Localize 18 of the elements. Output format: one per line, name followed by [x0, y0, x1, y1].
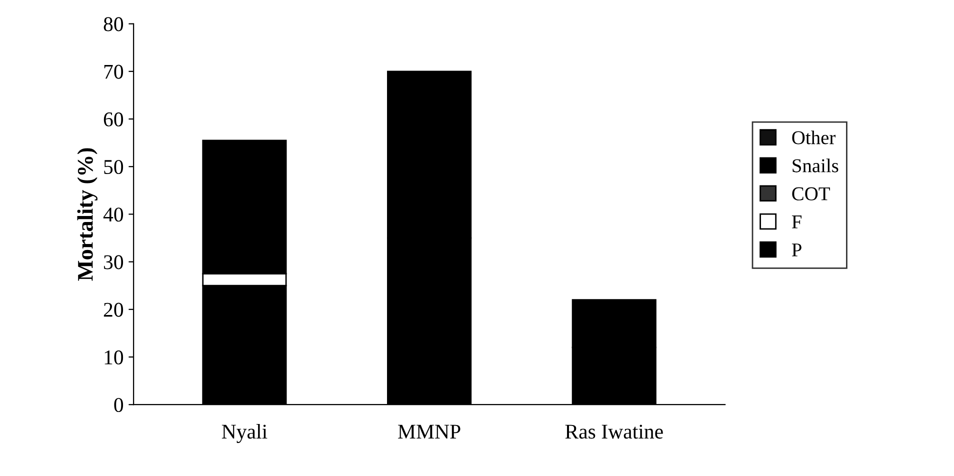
x-tick-label: MMNP	[398, 424, 460, 438]
y-tick-label: 30	[104, 255, 124, 270]
y-tick-label: 60	[104, 112, 124, 126]
y-tick-label: 80	[104, 17, 124, 32]
y-tick-label: 50	[104, 160, 124, 174]
y-tick-label: 40	[103, 208, 124, 222]
y-tick-label: 0	[114, 398, 124, 412]
legend-label: P	[792, 244, 802, 256]
legend-label: Other	[792, 130, 836, 144]
y-tick-label: 70	[104, 64, 124, 79]
y-tick-label: 20	[104, 302, 124, 317]
x-tick-label: Nyali	[222, 424, 268, 443]
legend-label: F	[792, 216, 802, 228]
legend-label: Snails	[792, 158, 838, 172]
y-tick-label: 10	[104, 350, 124, 364]
y-axis-title: Mortality (%)	[77, 148, 98, 281]
legend-label: COT	[792, 187, 830, 200]
x-tick-label: Ras Iwatine	[565, 424, 663, 439]
